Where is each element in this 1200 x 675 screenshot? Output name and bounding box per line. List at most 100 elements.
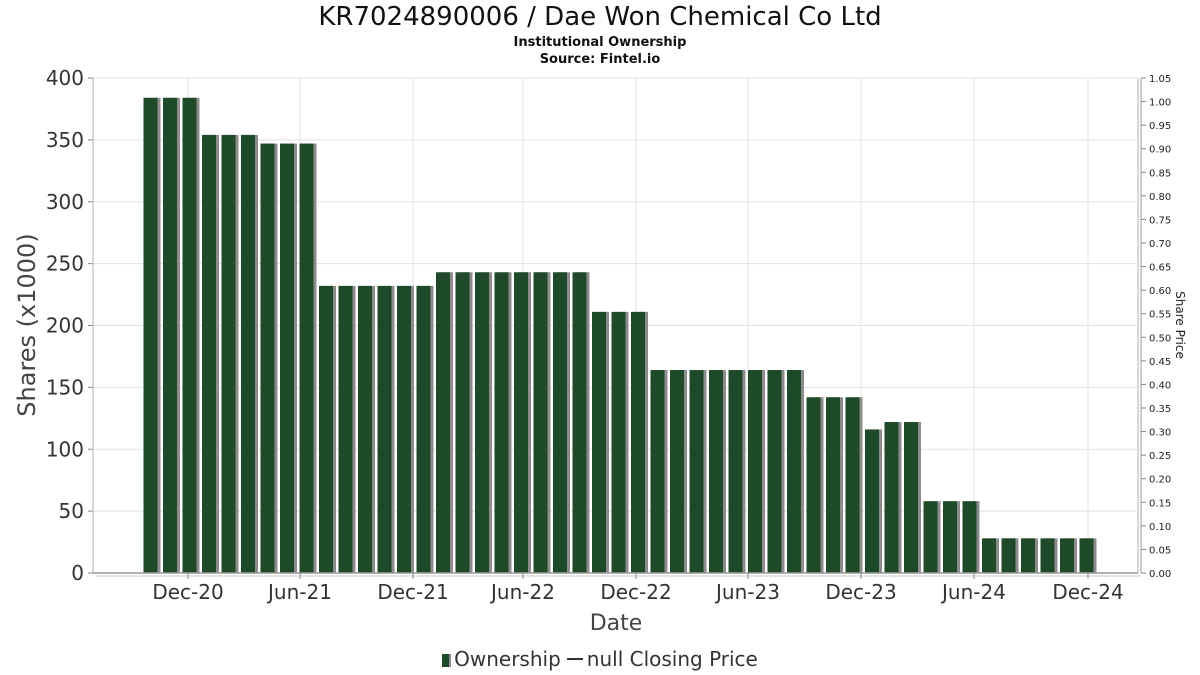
ownership-bar bbox=[397, 285, 411, 573]
x-tick-label: Dec-21 bbox=[377, 580, 448, 604]
ownership-bar bbox=[475, 272, 489, 573]
ownership-bar bbox=[1040, 538, 1055, 573]
y2-tick-label: 0.00 bbox=[1149, 569, 1171, 580]
ownership-bar bbox=[514, 272, 528, 573]
ownership-bar bbox=[533, 272, 548, 573]
ownership-bar bbox=[358, 285, 372, 573]
ownership-bar bbox=[689, 370, 704, 573]
chart-subtitle: Institutional Ownership bbox=[513, 35, 687, 50]
y2-tick-label: 0.45 bbox=[1149, 357, 1171, 368]
ownership-bar bbox=[1001, 538, 1016, 573]
x-tick-label: Jun-23 bbox=[714, 580, 780, 604]
price-legend-swatch bbox=[566, 658, 583, 660]
ownership-bar bbox=[163, 97, 177, 574]
ownership-bar bbox=[670, 370, 684, 573]
x-axis-title: Date bbox=[590, 611, 643, 636]
price-legend-label: null Closing Price bbox=[586, 647, 758, 671]
y-tick-label: 200 bbox=[46, 314, 84, 338]
x-tick-label: Dec-22 bbox=[600, 580, 671, 604]
ownership-bar bbox=[709, 370, 723, 573]
ownership-bar bbox=[962, 501, 977, 573]
y2-tick-label: 0.50 bbox=[1149, 333, 1171, 344]
ownership-bar bbox=[943, 501, 957, 573]
y2-tick-label: 0.75 bbox=[1149, 215, 1171, 226]
ownership-bar bbox=[631, 311, 645, 573]
ownership-bar bbox=[202, 134, 216, 574]
ownership-bar bbox=[338, 285, 353, 573]
y-tick-label: 0 bbox=[71, 561, 84, 585]
x-tick-label: Dec-23 bbox=[825, 580, 896, 604]
y2-tick-label: 0.05 bbox=[1149, 545, 1171, 556]
ownership-bar bbox=[650, 370, 665, 573]
ownership-bar bbox=[748, 370, 762, 573]
ownership-bar bbox=[611, 311, 626, 573]
ownership-bar bbox=[436, 272, 450, 573]
y2-tick-label: 0.35 bbox=[1149, 404, 1171, 415]
ownership-bar bbox=[787, 370, 801, 573]
y2-tick-label: 1.05 bbox=[1149, 74, 1171, 85]
ownership-legend-label: Ownership bbox=[454, 647, 561, 671]
y2-tick-label: 0.70 bbox=[1149, 239, 1171, 250]
ownership-bar bbox=[826, 397, 840, 573]
ownership-bar bbox=[982, 538, 996, 573]
ownership-bar bbox=[884, 422, 899, 573]
ownership-legend-swatch bbox=[442, 654, 452, 667]
ownership-bar bbox=[143, 97, 158, 574]
ownership-bar bbox=[221, 134, 236, 574]
y-tick-label: 400 bbox=[46, 66, 84, 90]
ownership-bar bbox=[241, 134, 255, 574]
y-tick-label: 150 bbox=[46, 375, 84, 399]
y2-tick-label: 0.15 bbox=[1149, 498, 1171, 509]
y-tick-label: 100 bbox=[46, 437, 84, 461]
ownership-bar bbox=[845, 397, 860, 573]
ownership-bar bbox=[806, 397, 821, 573]
y2-tick-label: 0.65 bbox=[1149, 263, 1171, 274]
y2-tick-label: 0.40 bbox=[1149, 380, 1171, 391]
x-tick-label: Jun-24 bbox=[940, 580, 1006, 604]
y2-tick-label: 0.95 bbox=[1149, 121, 1171, 132]
y-tick-label: 300 bbox=[46, 190, 84, 214]
ownership-bar bbox=[280, 143, 294, 573]
ownership-bar bbox=[416, 285, 431, 573]
y2-tick-label: 0.30 bbox=[1149, 428, 1171, 439]
y2-tick-label: 1.00 bbox=[1149, 98, 1171, 109]
ownership-bar bbox=[553, 272, 567, 573]
y-tick-label: 350 bbox=[46, 128, 84, 152]
chart-legend: Ownership null Closing Price bbox=[0, 647, 1200, 671]
y2-tick-label: 0.25 bbox=[1149, 451, 1171, 462]
y2-tick-label: 0.20 bbox=[1149, 475, 1171, 486]
x-tick-label: Jun-21 bbox=[266, 580, 332, 604]
ownership-bar bbox=[260, 143, 275, 573]
ownership-bar bbox=[767, 370, 782, 573]
y-axis-title: Shares (x1000) bbox=[13, 233, 41, 416]
y2-tick-label: 0.80 bbox=[1149, 192, 1171, 203]
y2-axis-title: Share Price bbox=[1173, 291, 1187, 359]
y2-tick-label: 0.60 bbox=[1149, 286, 1171, 297]
x-tick-label: Dec-20 bbox=[152, 580, 223, 604]
ownership-bar bbox=[904, 422, 918, 573]
y2-tick-label: 0.90 bbox=[1149, 145, 1171, 156]
ownership-bar bbox=[182, 97, 197, 574]
x-tick-label: Dec-24 bbox=[1052, 580, 1123, 604]
ownership-bar bbox=[728, 370, 743, 573]
y2-tick-label: 0.55 bbox=[1149, 310, 1171, 321]
ownership-bar bbox=[1060, 538, 1074, 573]
ownership-bar bbox=[572, 272, 587, 573]
ownership-bar bbox=[923, 501, 938, 573]
ownership-bar bbox=[494, 272, 509, 573]
y2-tick-label: 0.10 bbox=[1149, 522, 1171, 533]
ownership-bar bbox=[319, 285, 333, 573]
ownership-bar bbox=[299, 143, 314, 573]
y-tick-label: 50 bbox=[59, 499, 84, 523]
ownership-bar bbox=[455, 272, 470, 573]
chart-source: Source: Fintel.io bbox=[539, 52, 661, 67]
ownership-bar bbox=[377, 285, 392, 573]
ownership-bar bbox=[1079, 538, 1094, 573]
ownership-bar bbox=[592, 311, 606, 573]
chart-title: KR7024890006 / Dae Won Chemical Co Ltd bbox=[318, 2, 882, 32]
y-tick-label: 250 bbox=[46, 252, 84, 276]
x-tick-label: Jun-22 bbox=[489, 580, 555, 604]
y2-tick-label: 0.85 bbox=[1149, 168, 1171, 179]
ownership-bar bbox=[1021, 538, 1035, 573]
